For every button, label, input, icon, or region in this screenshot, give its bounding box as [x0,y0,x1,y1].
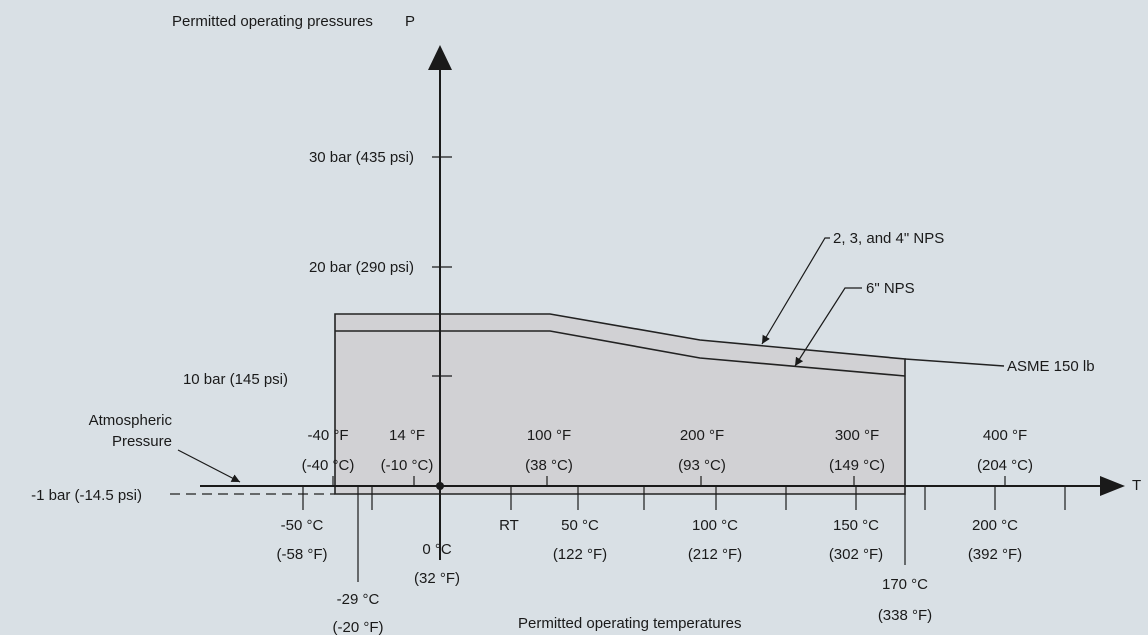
x-axis-title: Permitted operating temperatures [518,615,741,632]
leader-nps-large [794,287,862,367]
pressure-label-30: 30 bar (435 psi) [309,149,414,166]
curve-6in-nps [335,330,906,377]
temp-170-c: 170 °C [882,576,928,593]
y-axis-arrow [428,45,452,70]
atmospheric-label-line1: Atmospheric [89,412,173,429]
f-label-c: (204 °C) [977,457,1033,474]
pressure-label-minus1: -1 bar (-14.5 psi) [31,487,142,504]
c-label: 200 °C [972,517,1018,534]
x-axis-symbol: T [1132,477,1141,494]
x-ticks-lower [302,486,1066,510]
x-axis-arrow [1100,476,1125,496]
c-label: -50 °C [281,517,324,534]
temp-170-f: (338 °F) [878,607,932,624]
f-label-c: (149 °C) [829,457,885,474]
c-label-f: (32 °F) [414,570,460,587]
label-nps-large: 6" NPS [866,280,915,297]
c-label-f: (392 °F) [968,546,1022,563]
c-label-rt: RT [499,517,519,534]
c-label: 50 °C [561,517,599,534]
c-label-f: (302 °F) [829,546,883,563]
f-label: 14 °F [389,427,425,444]
y-axis-symbol: P [405,13,415,30]
y-axis-title: Permitted operating pressures [172,13,373,30]
leader-nps-small [761,237,830,345]
pressure-label-10: 10 bar (145 psi) [183,371,288,388]
f-label: 100 °F [527,427,571,444]
f-label: -40 °F [307,427,348,444]
f-label: 200 °F [680,427,724,444]
f-label-c: (38 °C) [525,457,573,474]
pressure-label-20: 20 bar (290 psi) [309,259,414,276]
atmospheric-label-line2: Pressure [112,433,172,450]
origin-dot [436,482,444,490]
temp-minus29-f: (-20 °F) [333,619,384,635]
temp-minus29-c: -29 °C [337,591,380,608]
c-label: 150 °C [833,517,879,534]
c-label: 100 °C [692,517,738,534]
c-label-f: (-58 °F) [277,546,328,563]
label-nps-small: 2, 3, and 4" NPS [833,230,944,247]
label-asme: ASME 150 lb [1007,358,1095,375]
f-label-c: (-40 °C) [302,457,355,474]
f-label-c: (93 °C) [678,457,726,474]
f-label: 400 °F [983,427,1027,444]
c-label-f: (122 °F) [553,546,607,563]
x-ticks-upper [332,476,1006,486]
c-label-f: (212 °F) [688,546,742,563]
leader-atmospheric [177,449,241,483]
f-label-c: (-10 °C) [381,457,434,474]
curve-asme-extension [904,358,1005,367]
c-label: 0 °C [422,541,452,558]
f-label: 300 °F [835,427,879,444]
